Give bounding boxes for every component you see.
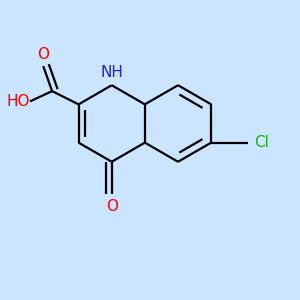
Text: Cl: Cl	[254, 135, 269, 150]
Text: HO: HO	[7, 94, 30, 109]
Text: O: O	[37, 47, 49, 62]
Text: O: O	[106, 199, 118, 214]
Text: NH: NH	[100, 65, 123, 80]
